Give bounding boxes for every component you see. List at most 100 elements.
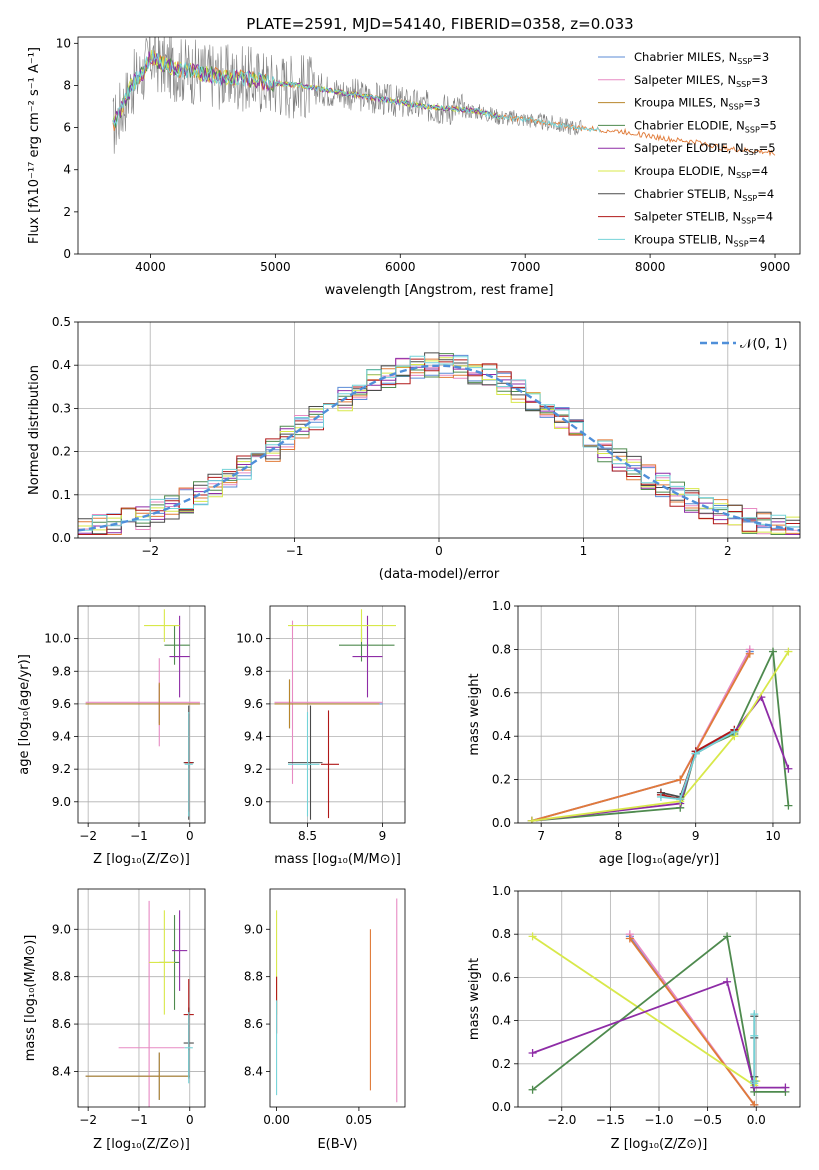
y-tick-label: 0.5 <box>52 315 71 329</box>
data-point <box>745 649 754 658</box>
legend-name: Salpeter STELIB, N <box>634 210 741 224</box>
y-axis-label: age [log₁₀(age/yr)] <box>17 654 32 775</box>
x-tick-label: −2 <box>141 544 159 558</box>
series-line <box>532 980 786 1089</box>
y-tick-label: 8.8 <box>244 970 263 984</box>
y-tick-label: 9.6 <box>244 697 263 711</box>
y-axis-label: mass weight <box>467 958 482 1040</box>
y-tick-label: 8.4 <box>52 1064 71 1078</box>
x-tick-label: 9 <box>379 829 387 843</box>
y-tick-label: 9.4 <box>244 730 263 744</box>
y-tick-label: 4 <box>63 163 71 177</box>
model-line <box>112 51 501 124</box>
legend-n: =5 <box>760 118 777 132</box>
legend-n: =4 <box>751 164 768 178</box>
x-tick-label: −1.5 <box>596 1113 625 1127</box>
plot-area <box>274 609 396 820</box>
plot-area <box>527 645 793 823</box>
legend-name: Kroupa MILES, N <box>634 96 729 110</box>
normal-curve <box>78 364 800 532</box>
series-line <box>531 651 790 822</box>
y-tick-label: 0.4 <box>492 729 511 743</box>
legend-sub: SSP <box>742 194 757 203</box>
x-axis-label: E(B-V) <box>317 1137 357 1152</box>
y-tick-label: 0.6 <box>492 970 511 984</box>
x-tick-label: 7 <box>537 829 545 843</box>
series-line <box>531 648 751 822</box>
series-line <box>660 728 735 801</box>
axes-frame <box>77 888 206 1108</box>
legend-label: Salpeter MILES, NSSP=3 <box>634 73 768 89</box>
x-tick-label: −1 <box>286 544 304 558</box>
data-point <box>625 934 634 943</box>
data-point <box>691 749 700 758</box>
y-tick-label: 1.0 <box>492 599 511 613</box>
plot-area <box>85 609 200 820</box>
data-point <box>656 792 665 801</box>
y-tick-label: 6 <box>63 121 71 135</box>
x-tick-label: 4000 <box>135 260 166 274</box>
y-tick-label: 10.0 <box>236 632 263 646</box>
mass-vs-Z-axes: −2 −1 0 8.4 8.6 8.8 9.0 Z [log₁₀(Z/Z⊙)] mass [lo… <box>23 888 206 1152</box>
x-tick-label: 0.0 <box>747 1113 766 1127</box>
legend-sub: SSP <box>745 125 760 134</box>
data-point <box>730 727 739 736</box>
x-tick-label: −1.0 <box>644 1113 673 1127</box>
y-tick-label: 0.3 <box>52 401 71 415</box>
legend-n: =4 <box>757 187 774 201</box>
spectrum-axes: 4000 5000 6000 7000 8000 9000 0 2 4 6 8 10 wavelengt… <box>27 36 801 298</box>
weight-vs-Z-axes: −2.0 −1.5 −1.0 −0.5 0.0 0.0 0.2 0.4 0.6 0.8 1.0 Z [… <box>467 884 801 1152</box>
data-point <box>781 1083 790 1092</box>
x-tick-label: 10 <box>765 829 780 843</box>
axes-frame <box>269 605 406 824</box>
y-tick-label: 10.0 <box>44 632 71 646</box>
legend-n: =3 <box>751 73 768 87</box>
axes-frame <box>77 36 801 255</box>
series-line <box>531 653 751 822</box>
x-tick-label: 0 <box>435 544 443 558</box>
x-tick-label: −2 <box>79 829 97 843</box>
y-tick-label: 2 <box>63 205 71 219</box>
legend-name: Salpeter MILES, N <box>634 73 736 87</box>
y-tick-label: 9.2 <box>244 762 263 776</box>
data-point <box>750 1031 759 1040</box>
x-tick-label: 8.5 <box>298 829 317 843</box>
residuals-axes: −2 −1 0 1 2 0.0 0.1 0.2 0.3 0.4 0.5 𝒩(0, 1) (data-mo… <box>27 315 801 582</box>
y-tick-label: 0.4 <box>492 1014 511 1028</box>
histogram-series <box>78 355 800 531</box>
data-point <box>784 801 793 810</box>
data-point <box>723 932 732 941</box>
data-point <box>768 647 777 656</box>
axes-frame <box>269 888 406 1108</box>
x-tick-label: −2.0 <box>547 1113 576 1127</box>
legend-label: Salpeter ELODIE, NSSP=5 <box>634 141 776 157</box>
legend-name: Kroupa ELODIE, N <box>634 164 736 178</box>
x-tick-label: 6000 <box>385 260 416 274</box>
data-point <box>528 932 537 941</box>
legend-name: Salpeter ELODIE, N <box>634 141 744 155</box>
axes-frame <box>517 605 801 824</box>
x-tick-label: 0.00 <box>263 1113 290 1127</box>
x-tick-label: 0.05 <box>346 1113 373 1127</box>
y-tick-label: 0.0 <box>492 816 511 830</box>
x-tick-label: 2 <box>724 544 732 558</box>
axes-frame <box>77 605 206 824</box>
legend-label: Chabrier ELODIE, NSSP=5 <box>634 118 777 134</box>
legend-label: Kroupa ELODIE, NSSP=4 <box>634 164 768 180</box>
y-tick-label: 0.0 <box>492 1100 511 1114</box>
x-axis-label: (data-model)/error <box>379 567 500 582</box>
x-tick-label: 0 <box>186 1113 194 1127</box>
y-tick-label: 8 <box>63 78 71 92</box>
legend-name: Kroupa STELIB, N <box>634 232 734 246</box>
y-tick-label: 9.8 <box>52 664 71 678</box>
y-tick-label: 0.2 <box>52 445 71 459</box>
y-axis-label: Normed distribution <box>27 365 42 495</box>
y-tick-label: 9.8 <box>244 664 263 678</box>
y-tick-label: 0 <box>63 247 71 261</box>
plot-area <box>276 898 398 1103</box>
y-tick-label: 10 <box>56 36 71 50</box>
y-tick-label: 0.2 <box>492 1057 511 1071</box>
x-tick-label: 9 <box>692 829 700 843</box>
